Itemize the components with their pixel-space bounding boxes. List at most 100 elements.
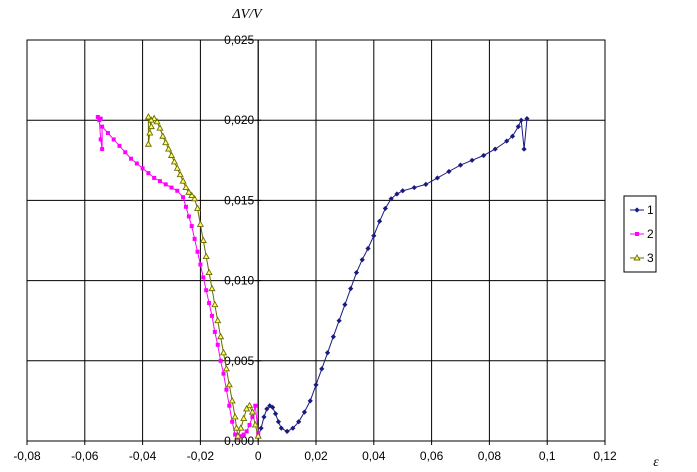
series-2-point — [123, 150, 128, 155]
series-3-point — [205, 268, 213, 276]
series-3-point — [147, 122, 155, 130]
series-3-point — [251, 421, 259, 428]
series-1-point — [353, 269, 360, 276]
series-1-point — [524, 115, 530, 122]
series-2-point — [98, 116, 103, 121]
series-1-point — [264, 406, 270, 412]
series-1-point — [400, 188, 406, 194]
y-axis-title: ΔV/V — [231, 7, 263, 22]
series-2-point — [175, 188, 180, 193]
series-2-point — [140, 166, 145, 171]
series-1-point — [423, 181, 429, 187]
series-3-point — [219, 348, 228, 356]
series-1-point — [509, 133, 516, 139]
series-1-point — [504, 138, 510, 144]
series-1-point — [371, 233, 377, 239]
series-1-point — [376, 218, 383, 224]
series-3-point — [222, 364, 230, 372]
y-tick-label: 0,015 — [224, 193, 254, 207]
series-2-point — [224, 387, 229, 392]
series-2-point — [186, 214, 191, 219]
series-2-point — [227, 403, 232, 408]
series-1-point — [518, 117, 524, 123]
series-1-point — [319, 366, 325, 372]
series-1-point — [336, 318, 342, 324]
series-2-point — [111, 137, 116, 142]
series-2-point — [183, 204, 188, 209]
series-3-point — [232, 424, 241, 431]
series-2-point — [201, 275, 206, 280]
series-3 — [144, 113, 262, 439]
series-3-point — [193, 204, 202, 211]
series-1-point — [278, 425, 284, 431]
series-3-point — [173, 164, 181, 171]
series-3-point — [211, 300, 219, 308]
series-3-point — [208, 284, 216, 292]
series-3-point — [176, 170, 184, 178]
series-2-point — [244, 429, 249, 434]
series-3-point — [153, 117, 161, 125]
x-tick-label: 0,12 — [593, 449, 617, 463]
x-tick-label: 0,08 — [478, 449, 502, 463]
series-2-point — [230, 419, 235, 424]
series-2-point — [209, 313, 214, 318]
series-2-point — [253, 403, 258, 408]
series-1-point — [261, 414, 267, 420]
series-1-point — [365, 245, 371, 252]
series-3-point — [234, 432, 242, 439]
x-tick-label: 0 — [255, 449, 262, 463]
series-1-point — [301, 409, 308, 415]
series-2-point — [221, 371, 226, 376]
series-3-point — [185, 188, 193, 195]
series-1-point — [342, 302, 348, 308]
series-3-point — [147, 116, 155, 123]
series-1-point — [469, 157, 475, 163]
series-3-point — [165, 145, 173, 152]
legend: 1 2 3 — [623, 195, 657, 273]
series-2-point — [157, 179, 162, 184]
series-3-point — [156, 124, 164, 131]
series-3-point — [237, 424, 245, 431]
series-3-point — [199, 236, 207, 243]
series-3-point — [248, 408, 256, 415]
x-axis-title: ε — [653, 455, 659, 470]
series-2-point — [195, 249, 200, 254]
series-group — [95, 113, 530, 440]
series-2-point — [95, 114, 100, 119]
series-3-point — [240, 414, 248, 421]
series-1-point — [290, 425, 296, 431]
series-1-point — [275, 419, 282, 425]
x-tick-label: 0,06 — [420, 449, 444, 463]
series-2-point — [105, 131, 110, 136]
series-1-point — [313, 382, 319, 388]
series-1-point — [284, 428, 290, 434]
y-tick-labels: 0,000 0,005 0,010 0,015 0,020 0,025 — [224, 33, 262, 448]
series-3-point — [254, 432, 262, 439]
series-3-point — [170, 157, 178, 165]
series-1-point — [330, 334, 336, 340]
series-2-point — [100, 147, 105, 152]
series-2-point — [218, 358, 223, 363]
series-2-point — [189, 224, 194, 229]
series-1-point — [446, 168, 452, 175]
gridlines — [27, 40, 605, 441]
series-3-point — [144, 140, 152, 147]
series-1-point — [481, 152, 487, 159]
series-1-point — [388, 196, 394, 202]
series-2-point — [233, 432, 238, 437]
y-tick-label: 0,020 — [224, 113, 254, 127]
x-tick-label: -0,02 — [187, 449, 215, 463]
series-3-point — [243, 404, 251, 412]
series-3-point — [214, 316, 222, 324]
series-2-point — [192, 236, 197, 241]
series-1-point — [394, 191, 400, 197]
legend-marker-1 — [634, 207, 640, 213]
series-1-point — [267, 403, 273, 409]
x-tick-label: -0,08 — [13, 449, 41, 463]
series-3-point — [188, 191, 196, 199]
series-1-point — [434, 175, 440, 181]
series-2-point — [215, 342, 220, 347]
series-3-point — [146, 129, 154, 136]
series-2-point — [207, 301, 212, 306]
